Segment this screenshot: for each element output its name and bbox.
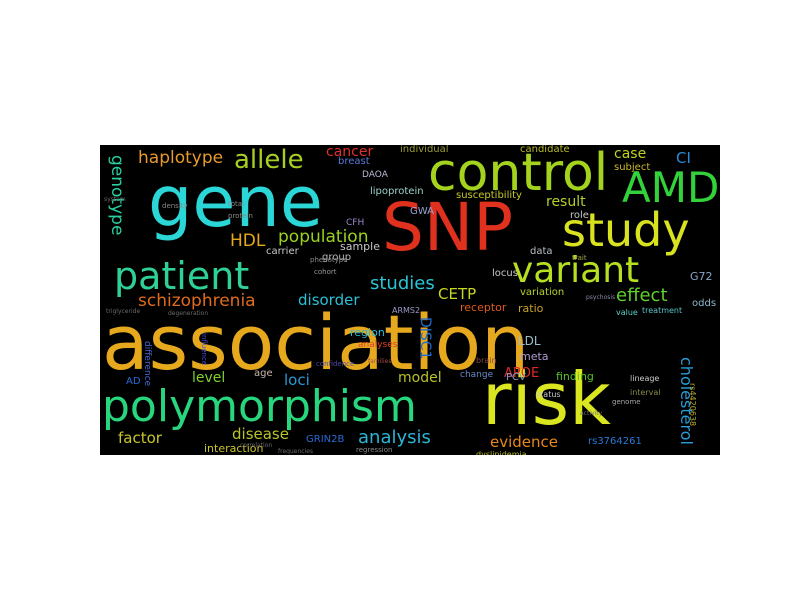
- cloud-word: studies: [370, 273, 435, 294]
- cloud-word: cohort: [314, 268, 337, 276]
- cloud-word: subject: [614, 162, 651, 173]
- cloud-word: group: [322, 252, 352, 263]
- cloud-word: variant: [512, 250, 640, 291]
- cloud-word: GRIN2B: [306, 434, 345, 445]
- cloud-word: age: [254, 368, 273, 379]
- cloud-word: ARMS2: [392, 306, 421, 315]
- cloud-word: role: [570, 210, 589, 221]
- cloud-word: receptor: [460, 301, 507, 314]
- cloud-word: CI: [676, 149, 691, 167]
- cloud-word: DISC1: [417, 317, 433, 360]
- cloud-word: effect: [616, 285, 668, 306]
- cloud-word: population: [278, 227, 369, 247]
- cloud-word: density: [162, 202, 188, 210]
- cloud-word: genome: [612, 398, 641, 406]
- cloud-word: APOE: [504, 366, 540, 381]
- cloud-word: sample: [340, 240, 380, 253]
- cloud-word: status: [536, 390, 561, 399]
- cloud-word: DAOA: [362, 170, 388, 180]
- cloud-word: difference: [142, 341, 152, 387]
- cloud-word: HDL: [230, 231, 266, 251]
- cloud-word: variation: [520, 287, 565, 298]
- cloud-word: ratio: [518, 302, 544, 315]
- cloud-word: level: [192, 370, 226, 386]
- cloud-word: families: [368, 358, 392, 365]
- cloud-word: schizophrenia: [138, 291, 256, 311]
- cloud-word: value: [616, 308, 638, 317]
- word-cloud: association SNP risk gene polymorphism contro…: [100, 145, 720, 455]
- cloud-word: analysis: [358, 427, 431, 448]
- cloud-word: CETP: [438, 285, 477, 303]
- cloud-word: region: [350, 326, 385, 339]
- cloud-word: model: [398, 370, 442, 386]
- cloud-word: control: [428, 145, 609, 203]
- cloud-word: rs3764261: [588, 436, 642, 447]
- cloud-word: cancer: [326, 145, 374, 160]
- cloud-word: frequencies: [278, 448, 314, 455]
- cloud-word: analyses: [358, 340, 398, 350]
- cloud-word: system: [104, 196, 126, 203]
- cloud-word: phenotype: [310, 256, 348, 264]
- cloud-word: rs4420638: [688, 383, 697, 427]
- cloud-word: gene: [148, 161, 323, 243]
- cloud-word: GWA: [410, 206, 434, 217]
- cloud-word: LDL: [518, 334, 541, 348]
- cloud-word: interaction: [204, 442, 264, 455]
- cloud-word: CFH: [346, 218, 365, 228]
- cloud-word: susceptibility: [456, 190, 522, 201]
- cloud-word: candidate: [520, 145, 570, 155]
- cloud-word: PCV: [506, 372, 526, 383]
- cloud-word: lineage: [630, 374, 660, 383]
- cloud-word: triglyceride: [106, 308, 141, 315]
- cloud-word: G72: [690, 270, 713, 283]
- cloud-word: patient: [114, 254, 250, 298]
- cloud-word: protein: [228, 212, 253, 220]
- cloud-word: AD: [126, 376, 141, 387]
- cloud-word: result: [546, 194, 586, 210]
- cloud-word: odds: [692, 298, 717, 309]
- cloud-word: disease: [232, 425, 289, 443]
- cloud-word: AMD: [622, 163, 720, 212]
- cloud-word: change: [460, 370, 494, 380]
- cloud-word: individual: [400, 145, 449, 155]
- cloud-word: factor: [118, 429, 162, 447]
- cloud-word: study: [562, 203, 690, 257]
- cloud-word: meta: [520, 350, 549, 363]
- cloud-word: trait: [572, 254, 587, 262]
- cloud-word: evidence: [490, 433, 559, 451]
- cloud-word: allele: [234, 145, 304, 175]
- cloud-word: brain: [476, 356, 497, 365]
- cloud-word: psychosis: [586, 294, 616, 301]
- cloud-word: SNP: [382, 189, 514, 266]
- cloud-word: association: [102, 298, 530, 387]
- cloud-word: confidence: [316, 360, 355, 368]
- cloud-word: total: [228, 200, 245, 208]
- cloud-word: carrier: [266, 246, 299, 257]
- cloud-word: correlation: [240, 442, 273, 449]
- cloud-word: treatment: [642, 306, 683, 315]
- cloud-word: haplotype: [138, 148, 224, 168]
- cloud-word: locus: [492, 268, 518, 279]
- cloud-word: dyslipidemia: [476, 450, 527, 456]
- cloud-word: polymorphism: [102, 381, 417, 432]
- cloud-word: case: [614, 146, 647, 162]
- cloud-word: breast: [338, 156, 370, 167]
- cloud-word: finding: [556, 370, 594, 383]
- cloud-word: regression: [356, 446, 393, 454]
- cloud-word: data: [530, 246, 553, 257]
- cloud-word: degeneration: [168, 310, 209, 317]
- cloud-word: influence: [200, 333, 208, 366]
- cloud-word: risk: [482, 357, 611, 441]
- cloud-word: lipoprotein: [370, 186, 424, 197]
- cloud-word: interval: [630, 388, 661, 397]
- cloud-word: disorder: [298, 291, 360, 309]
- cloud-word: loci: [284, 371, 310, 389]
- cloud-word: activity: [580, 410, 603, 417]
